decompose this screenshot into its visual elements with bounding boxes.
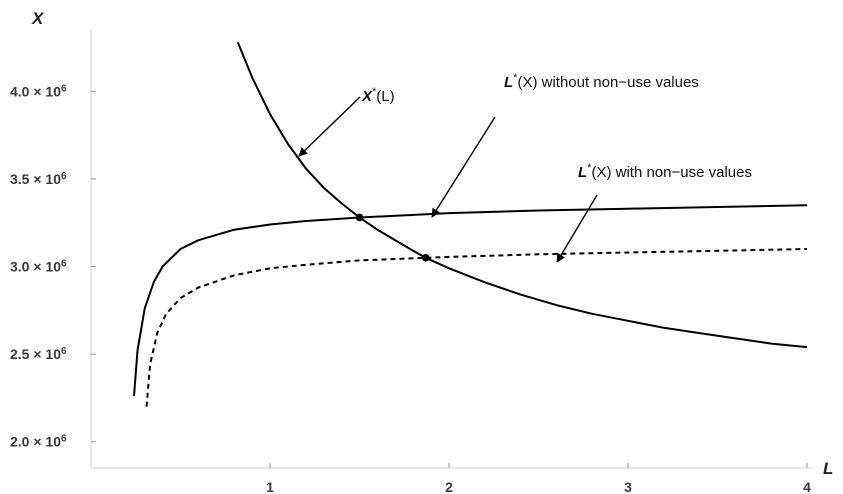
annotation-arrow-l-star-without <box>431 116 496 218</box>
annotation-arrow-l-star-with <box>556 194 598 263</box>
annotation-x-star: X*(L) <box>298 86 395 157</box>
intersection-points <box>355 213 430 262</box>
x-tick-label: 1 <box>266 479 274 494</box>
y-ticks: 2.0 × 106 2.5 × 106 3.0 × 106 3.5 × 106 4.0 … <box>10 83 96 450</box>
annotation-l-star-without: L*(X) without non−use values <box>431 72 699 218</box>
x-tick-label: 3 <box>624 479 632 494</box>
series-group <box>133 41 808 407</box>
y-tick-label: 3.5 × 106 <box>10 170 67 187</box>
x-ticks: 1 2 3 4 <box>266 463 811 494</box>
x-axis-title: L <box>823 459 833 478</box>
y-axis-title: X <box>31 9 45 28</box>
series-line-l-star-with <box>145 248 808 407</box>
y-tick-label: 3.0 × 106 <box>10 258 67 275</box>
svg-text:L*(X) without non−use values: L*(X) without non−use values <box>504 72 699 91</box>
svg-text:X*(L): X*(L) <box>361 86 395 105</box>
svg-text:L*(X) with non−use values: L*(X) with non−use values <box>578 162 752 181</box>
y-tick-label: 2.0 × 106 <box>10 433 67 450</box>
intersection-point <box>421 253 430 262</box>
series-line-l-star-without <box>133 204 808 397</box>
x-tick-label: 4 <box>803 479 811 494</box>
annotation-arrow-x-star <box>298 96 361 157</box>
y-tick-label: 4.0 × 106 <box>10 83 67 100</box>
intersection-point <box>355 213 364 222</box>
x-tick-label: 2 <box>445 479 453 494</box>
annotation-l-star-with: L*(X) with non−use values <box>556 162 752 263</box>
y-tick-label: 2.5 × 106 <box>10 346 67 363</box>
